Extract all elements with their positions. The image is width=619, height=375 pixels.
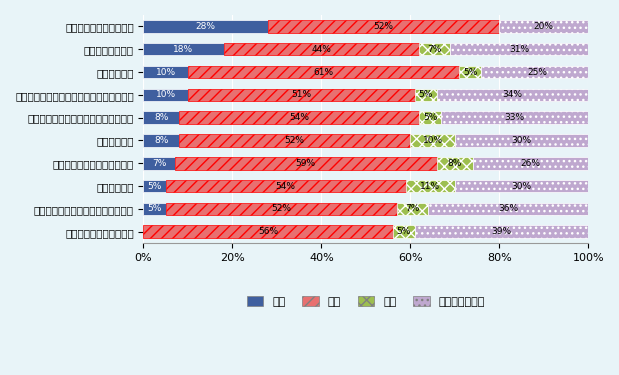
Text: 61%: 61% — [313, 68, 334, 76]
Text: 44%: 44% — [311, 45, 331, 54]
Text: 30%: 30% — [511, 136, 532, 145]
Text: 18%: 18% — [173, 45, 194, 54]
Text: 8%: 8% — [154, 113, 168, 122]
Bar — [441, 111, 588, 124]
Text: 33%: 33% — [504, 113, 525, 122]
Text: 5%: 5% — [147, 182, 162, 190]
Bar — [392, 225, 415, 238]
Bar — [415, 225, 588, 238]
Bar — [166, 180, 406, 192]
Text: 31%: 31% — [509, 45, 529, 54]
Text: 20%: 20% — [534, 22, 554, 31]
Bar — [223, 43, 419, 55]
Bar — [437, 88, 588, 101]
Bar — [144, 111, 179, 124]
Text: 8%: 8% — [154, 136, 168, 145]
Bar — [144, 180, 166, 192]
Bar — [179, 134, 410, 147]
Bar — [419, 111, 441, 124]
Text: 52%: 52% — [271, 204, 292, 213]
Bar — [144, 225, 392, 238]
Bar — [472, 157, 588, 170]
Bar — [188, 66, 459, 78]
Text: 11%: 11% — [420, 182, 440, 190]
Text: 26%: 26% — [521, 159, 540, 168]
Bar — [406, 180, 455, 192]
Text: 52%: 52% — [374, 22, 394, 31]
Bar — [459, 66, 482, 78]
Text: 7%: 7% — [405, 204, 420, 213]
Bar — [144, 20, 268, 33]
Text: 25%: 25% — [527, 68, 547, 76]
Text: 30%: 30% — [511, 182, 532, 190]
Bar — [419, 43, 451, 55]
Bar — [144, 134, 179, 147]
Bar — [500, 20, 588, 33]
Text: 51%: 51% — [292, 90, 311, 99]
Text: 34%: 34% — [503, 90, 522, 99]
Text: 5%: 5% — [423, 113, 438, 122]
Bar — [397, 202, 428, 215]
Bar — [451, 43, 588, 55]
Text: 5%: 5% — [147, 204, 162, 213]
Text: 36%: 36% — [498, 204, 518, 213]
Bar — [455, 180, 588, 192]
Text: 52%: 52% — [285, 136, 305, 145]
Bar — [428, 202, 588, 215]
Text: 5%: 5% — [463, 68, 477, 76]
Text: 8%: 8% — [448, 159, 462, 168]
Text: 56%: 56% — [258, 227, 278, 236]
Bar — [144, 157, 175, 170]
Text: 10%: 10% — [423, 136, 443, 145]
Bar — [410, 134, 455, 147]
Text: 39%: 39% — [491, 227, 511, 236]
Bar — [179, 111, 419, 124]
Bar — [144, 43, 223, 55]
Legend: 改善, 不変, 悪化, 不明・該当せず: 改善, 不変, 悪化, 不明・該当せず — [243, 293, 488, 310]
Bar — [144, 202, 166, 215]
Bar — [175, 157, 437, 170]
Text: 54%: 54% — [289, 113, 309, 122]
Bar — [268, 20, 500, 33]
Text: 7%: 7% — [152, 159, 167, 168]
Bar — [455, 134, 588, 147]
Text: 54%: 54% — [276, 182, 296, 190]
Text: 7%: 7% — [428, 45, 442, 54]
Bar — [144, 66, 188, 78]
Text: 5%: 5% — [396, 227, 411, 236]
Text: 10%: 10% — [155, 68, 176, 76]
Text: 5%: 5% — [418, 90, 433, 99]
Text: 59%: 59% — [296, 159, 316, 168]
Bar — [166, 202, 397, 215]
Bar — [415, 88, 437, 101]
Bar — [482, 66, 592, 78]
Bar — [437, 157, 472, 170]
Text: 10%: 10% — [155, 90, 176, 99]
Text: 28%: 28% — [196, 22, 216, 31]
Bar — [188, 88, 415, 101]
Bar — [144, 88, 188, 101]
